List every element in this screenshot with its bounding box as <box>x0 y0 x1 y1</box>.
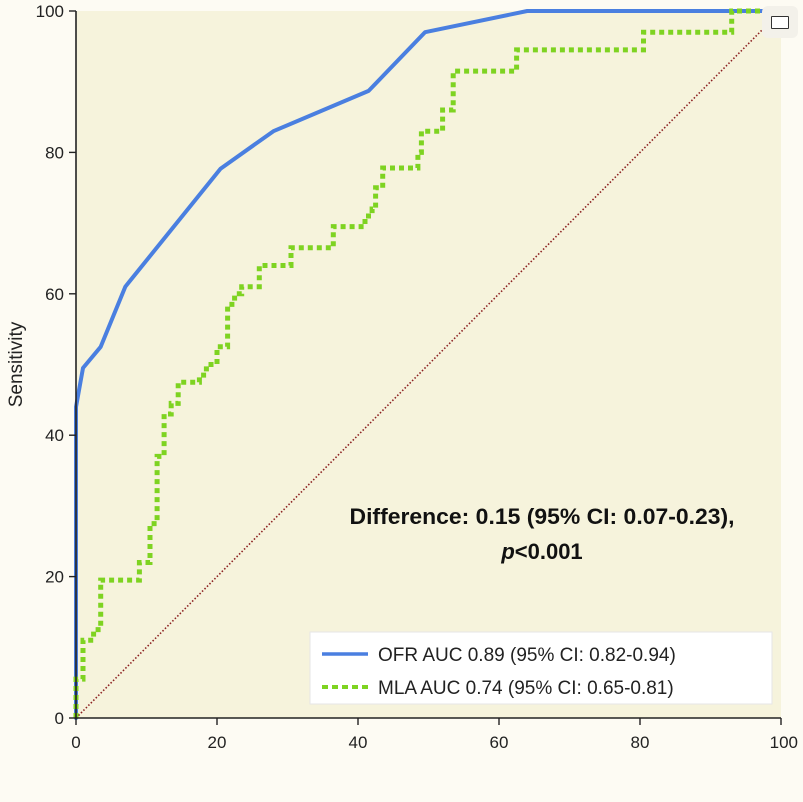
x-tick-label: 40 <box>349 733 368 752</box>
legend-label-mla: MLA AUC 0.74 (95% CI: 0.65-0.81) <box>378 678 674 699</box>
y-tick-label: 20 <box>45 568 64 587</box>
ofr-roc-curve <box>74 9 783 720</box>
expand-button[interactable] <box>762 6 798 38</box>
y-axis-title: Sensitivity <box>6 321 27 407</box>
fullscreen-icon <box>771 15 789 29</box>
legend: OFR AUC 0.89 (95% CI: 0.82-0.94) MLA AUC … <box>309 631 773 705</box>
x-tick-label: 0 <box>71 733 80 752</box>
x-tick-label: 60 <box>490 733 509 752</box>
y-tick-label: 100 <box>36 2 64 21</box>
mla-roc-curve <box>73 8 781 718</box>
p-symbol: p <box>500 539 514 564</box>
legend-label-ofr: OFR AUC 0.89 (95% CI: 0.82-0.94) <box>378 645 676 666</box>
y-tick-label: 60 <box>45 285 64 304</box>
y-tick-label: 80 <box>45 143 64 162</box>
x-tick-label: 100 <box>770 733 798 752</box>
p-value: <0.001 <box>515 539 583 564</box>
difference-annotation: Difference: 0.15 (95% CI: 0.07-0.23), <box>350 504 735 529</box>
x-tick-label: 20 <box>208 733 227 752</box>
y-tick-label: 0 <box>55 709 64 728</box>
p-value-annotation: p<0.001 <box>500 539 582 564</box>
y-tick-label: 40 <box>45 426 64 445</box>
x-tick-label: 80 <box>631 733 650 752</box>
legend-box <box>309 631 773 705</box>
